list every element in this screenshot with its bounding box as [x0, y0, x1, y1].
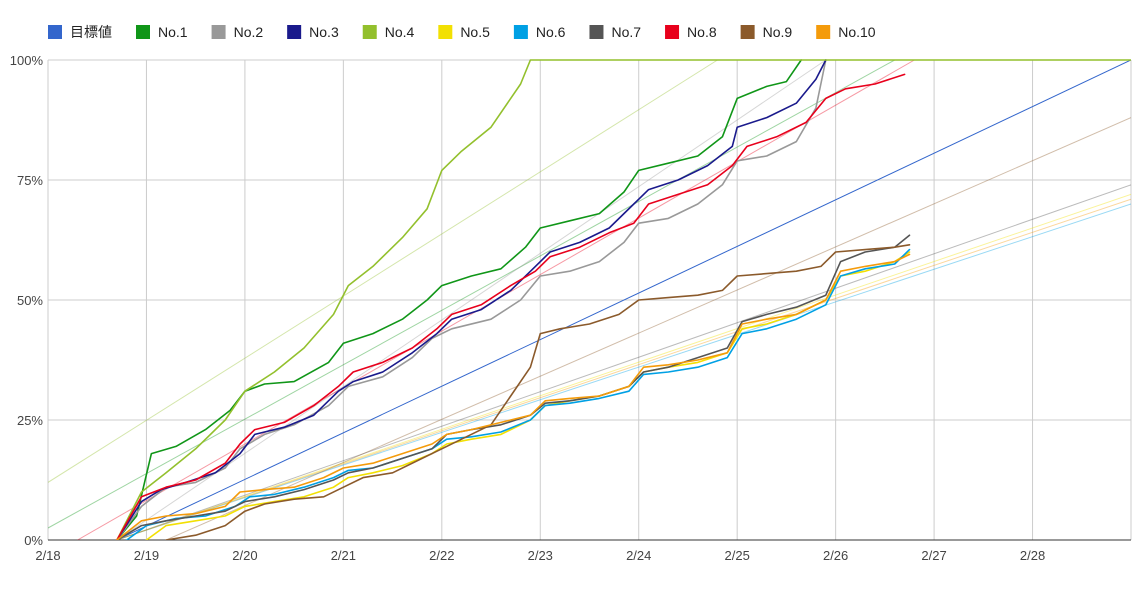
- y-tick-label: 100%: [10, 53, 44, 68]
- legend-item-No.2[interactable]: No.2: [211, 24, 264, 40]
- legend-label: 目標値: [70, 24, 112, 40]
- legend-swatch: [287, 25, 302, 39]
- trendline-No.9: [165, 117, 1131, 540]
- legend-item-No.7[interactable]: No.7: [589, 24, 641, 40]
- legend-swatch: [816, 25, 831, 39]
- legend-item-No.1[interactable]: No.1: [136, 24, 188, 40]
- legend-label: No.3: [309, 24, 339, 40]
- trendline-No.5: [116, 193, 1131, 540]
- y-tick-label: 75%: [17, 173, 43, 188]
- trendline-No.4: [48, 59, 718, 483]
- legend-label: No.10: [838, 24, 876, 40]
- legend-label: No.1: [158, 24, 188, 40]
- legend-label: No.8: [687, 24, 717, 40]
- legend-item-目標値[interactable]: 目標値: [48, 24, 112, 40]
- x-tick-label: 2/18: [35, 548, 60, 563]
- series-line-No.8[interactable]: [116, 73, 906, 540]
- x-tick-label: 2/21: [331, 548, 356, 563]
- x-tick-label: 2/27: [921, 548, 946, 563]
- legend-swatch: [665, 25, 680, 39]
- legend-swatch: [48, 25, 62, 39]
- series-line-No.1[interactable]: [116, 59, 802, 540]
- x-tick-label: 2/19: [134, 548, 159, 563]
- legend-label: No.2: [234, 24, 264, 40]
- trendline-No.1: [48, 59, 895, 529]
- y-tick-label: 0%: [24, 533, 43, 548]
- legend-label: No.6: [536, 24, 566, 40]
- axes: 2/18 2/19 2/20 2/21 2/22 2/23 2/24 2/25 2/26 2/27…: [10, 53, 1045, 563]
- legend-swatch: [438, 25, 453, 39]
- series-lines: [116, 59, 1131, 540]
- x-tick-label: 2/26: [823, 548, 848, 563]
- grid: [47, 59, 1132, 541]
- legend-item-No.4[interactable]: No.4: [362, 24, 415, 40]
- legend-swatch: [513, 25, 528, 39]
- legend-swatch: [589, 25, 604, 39]
- x-tick-label: 2/25: [725, 548, 750, 563]
- legend-item-No.9[interactable]: No.9: [740, 24, 793, 40]
- legend-item-No.10[interactable]: No.10: [816, 24, 876, 40]
- series-line-No.4[interactable]: [116, 59, 1131, 540]
- legend-swatch: [362, 25, 377, 39]
- legend-label: No.9: [763, 24, 793, 40]
- series-line-目標値[interactable]: [116, 59, 1131, 540]
- legend-label: No.5: [460, 24, 490, 40]
- legend[interactable]: 目標値 No.1 No.2 No.3 No.4 No.5 No.6 No.7 No.8 No.9 N…: [48, 24, 876, 40]
- series-line-No.9[interactable]: [165, 244, 911, 540]
- x-tick-label: 2/24: [626, 548, 651, 563]
- legend-item-No.6[interactable]: No.6: [513, 24, 566, 40]
- trend-lines: [48, 59, 1131, 540]
- series-line-No.3[interactable]: [116, 59, 827, 540]
- x-tick-label: 2/28: [1020, 548, 1045, 563]
- trendline-No.7: [116, 184, 1131, 540]
- legend-label: No.7: [611, 24, 641, 40]
- trendline-No.10: [116, 198, 1131, 540]
- y-tick-label: 50%: [17, 293, 43, 308]
- legend-swatch: [136, 25, 150, 39]
- x-tick-label: 2/20: [232, 548, 257, 563]
- y-tick-label: 25%: [17, 413, 43, 428]
- series-line-No.10[interactable]: [116, 253, 911, 540]
- trendline-No.6: [116, 203, 1131, 540]
- x-tick-label: 2/23: [528, 548, 553, 563]
- legend-label: No.4: [385, 24, 415, 40]
- legend-swatch: [740, 25, 755, 39]
- x-tick-label: 2/22: [429, 548, 454, 563]
- series-line-No.6[interactable]: [126, 248, 911, 540]
- trendline-No.2: [116, 59, 827, 540]
- legend-item-No.5[interactable]: No.5: [438, 24, 490, 40]
- legend-item-No.3[interactable]: No.3: [287, 24, 339, 40]
- legend-swatch: [211, 25, 226, 39]
- legend-item-No.8[interactable]: No.8: [665, 24, 717, 40]
- series-line-No.2[interactable]: [116, 59, 827, 540]
